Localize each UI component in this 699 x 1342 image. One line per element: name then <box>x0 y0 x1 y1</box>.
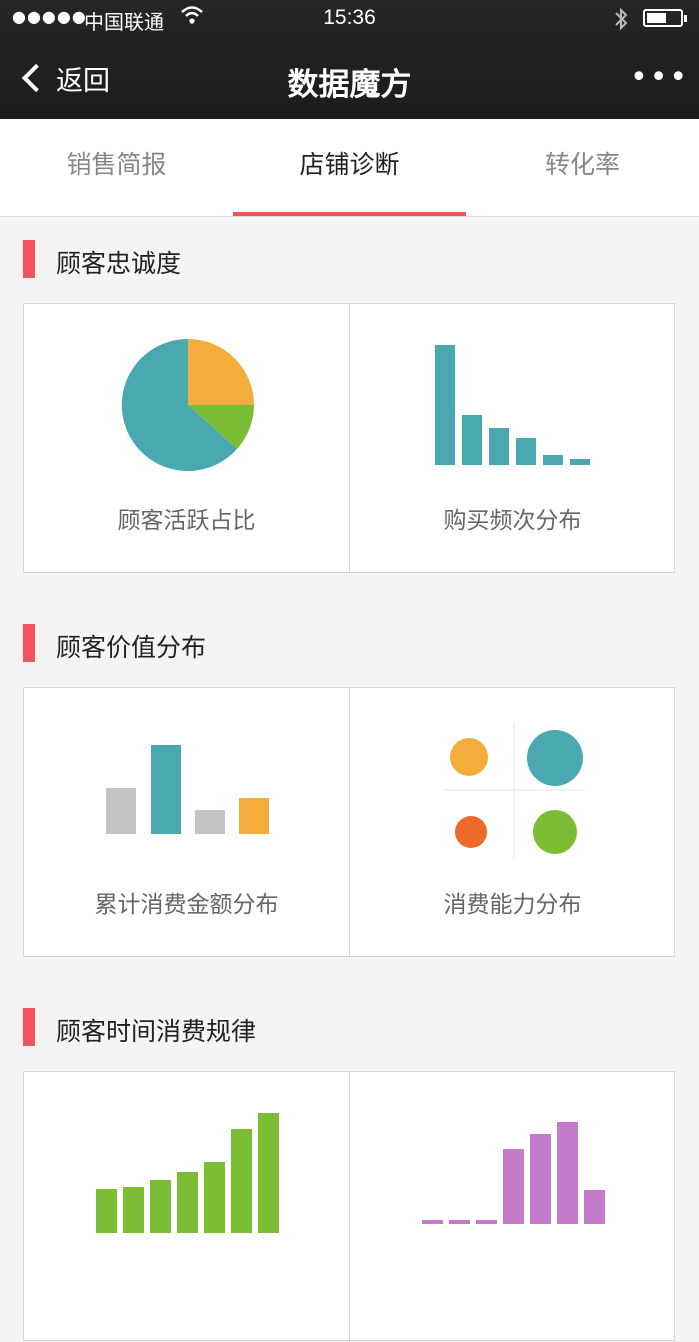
wifi-icon <box>180 4 204 31</box>
card-purchase-frequency[interactable]: 购买频次分布 <box>349 304 675 574</box>
page-title: 数据魔方 <box>287 67 412 103</box>
more-button[interactable]: ••• <box>630 60 690 95</box>
card-caption: 购买频次分布 <box>443 508 582 534</box>
back-label: 返回 <box>56 65 110 97</box>
card-time-pattern-right[interactable] <box>349 1072 675 1342</box>
clock: 15:36 <box>323 6 376 29</box>
tab-sales-brief[interactable]: 销售简报 <box>66 150 167 179</box>
card-row-customer-time-pattern <box>23 1071 675 1342</box>
section-accent-bar <box>23 624 35 662</box>
bar-chart-icon <box>96 1113 279 1233</box>
section-title: 顾客价值分布 <box>56 633 207 662</box>
card-caption: 消费能力分布 <box>443 892 582 918</box>
section-accent-bar <box>23 1008 35 1046</box>
section-title: 顾客时间消费规律 <box>56 1017 257 1046</box>
card-caption: 累计消费金额分布 <box>94 892 279 918</box>
navigation-bar: 返回 数据魔方 ••• <box>0 40 699 119</box>
bubble-quadrant-icon <box>443 722 585 858</box>
top-bar: ●●●●● 中国联通 15:36 返回 数据魔方 ••• <box>0 0 699 119</box>
back-button[interactable]: 返回 <box>18 58 110 98</box>
battery-icon <box>643 9 687 27</box>
tab-conversion-rate[interactable]: 转化率 <box>544 150 620 179</box>
tab-bar: 销售简报 店铺诊断 转化率 <box>0 119 699 217</box>
tab-store-diagnosis[interactable]: 店铺诊断 <box>233 119 466 216</box>
card-spending-power[interactable]: 消费能力分布 <box>349 688 675 958</box>
status-bar: ●●●●● 中国联通 15:36 <box>0 0 699 40</box>
battery-level <box>647 13 667 23</box>
section-header-customer-loyalty: 顾客忠诚度 <box>0 224 699 284</box>
bar-chart-icon <box>435 345 590 465</box>
card-caption: 顾客活跃占比 <box>117 508 256 534</box>
card-row-customer-value: 累计消费金额分布 消费能力分布 <box>23 687 675 958</box>
signal-strength-icon: ●●●●● <box>12 7 87 26</box>
pie-chart-icon <box>121 338 254 471</box>
card-row-customer-loyalty: 顾客活跃占比 购买频次分布 <box>23 303 675 574</box>
card-time-pattern-left[interactable] <box>24 1072 349 1342</box>
bluetooth-icon <box>613 6 629 38</box>
bar-chart-icon <box>422 1122 605 1224</box>
card-customer-activity-ratio[interactable]: 顾客活跃占比 <box>24 304 349 574</box>
carrier-name: 中国联通 <box>84 10 164 34</box>
section-accent-bar <box>23 240 35 278</box>
section-header-customer-time-pattern: 顾客时间消费规律 <box>0 992 699 1052</box>
bar-chart-icon <box>106 745 269 834</box>
card-cumulative-spending[interactable]: 累计消费金额分布 <box>24 688 349 958</box>
section-title: 顾客忠诚度 <box>56 249 182 278</box>
section-header-customer-value: 顾客价值分布 <box>0 608 699 668</box>
